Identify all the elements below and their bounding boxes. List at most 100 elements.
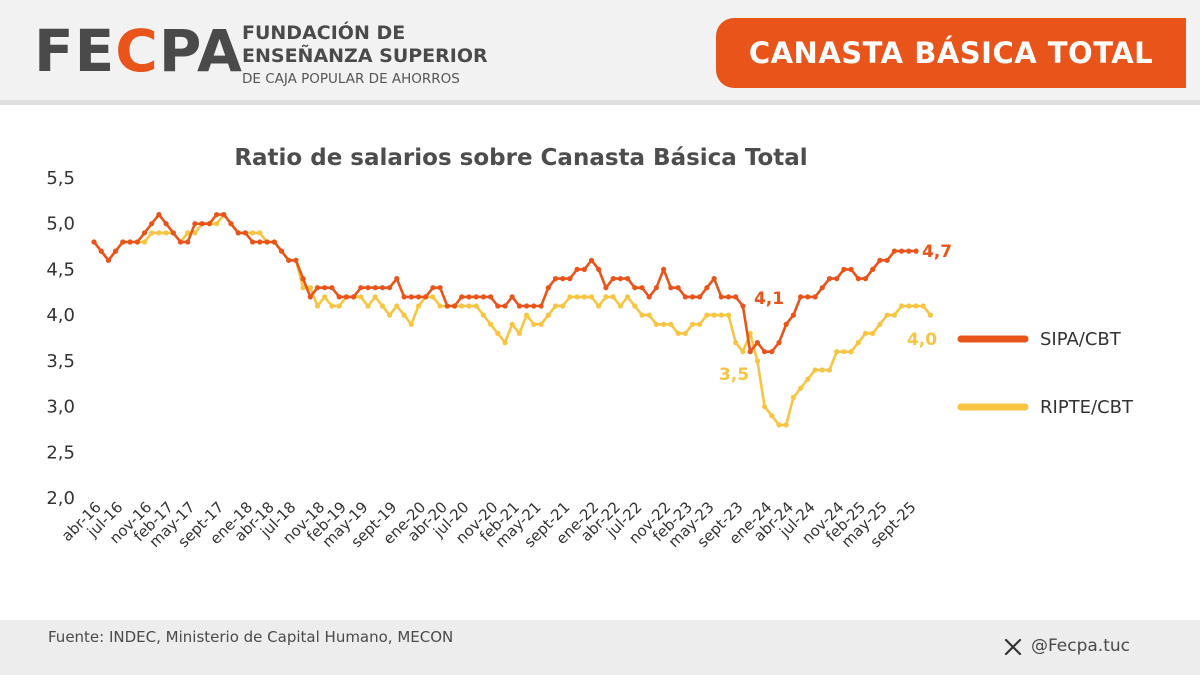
point-sipa [783,321,789,327]
legend-label-sipa: SIPA/CBT [1040,329,1122,350]
point-sipa [401,294,407,300]
point-ripte [257,230,263,236]
point-ripte [884,312,890,318]
point-ripte [747,330,753,336]
point-ripte [610,294,616,300]
point-sipa [91,239,97,245]
point-sipa [848,266,854,272]
point-sipa [235,230,241,236]
organization-name: FUNDACIÓN DE ENSEÑANZA SUPERIOR DE CAJA … [242,22,488,90]
point-sipa [336,294,342,300]
chart-title: Ratio de salarios sobre Canasta Básica T… [234,145,807,171]
point-ripte [552,303,559,309]
point-ripte [848,349,854,355]
point-sipa [906,248,912,254]
point-ripte [790,394,797,400]
point-sipa [617,276,624,282]
point-ripte [625,294,631,300]
point-sipa [163,221,169,227]
point-sipa [769,349,775,355]
point-ripte [661,321,667,327]
point-sipa [170,230,176,236]
point-sipa [242,230,248,236]
point-sipa [581,266,587,272]
point-sipa [668,285,674,291]
data-label: 4,1 [754,289,784,309]
point-sipa [812,294,818,300]
point-ripte [870,330,876,336]
point-ripte [495,330,501,336]
point-ripte [185,230,191,236]
point-ripte [826,367,833,373]
point-sipa [639,285,645,291]
y-tick-label: 3,0 [46,397,75,418]
point-ripte [192,230,198,236]
point-ripte [805,376,811,382]
point-ripte [473,303,479,309]
point-sipa [733,294,739,300]
point-sipa [228,221,234,227]
point-sipa [466,294,472,300]
point-sipa [250,239,256,245]
point-ripte [682,330,688,336]
y-tick-label: 2,5 [46,442,75,463]
point-ripte [466,303,472,309]
social-handle[interactable]: @Fecpa.tuc [1030,636,1130,656]
point-sipa [105,257,111,263]
point-sipa [307,294,313,300]
point-ripte [488,321,494,327]
point-ripte [668,321,674,327]
point-ripte [394,303,400,309]
y-tick-label: 4,5 [46,259,75,280]
point-ripte [401,312,407,318]
point-ripte [718,312,724,318]
point-ripte [689,321,696,327]
point-ripte [214,221,220,227]
point-ripte [783,422,789,428]
point-ripte [603,294,609,300]
point-ripte [430,294,436,300]
point-sipa [141,230,148,236]
point-ripte [899,303,905,309]
point-ripte [509,321,515,327]
point-sipa [711,276,717,282]
point-sipa [834,276,840,282]
point-sipa [776,340,782,346]
y-tick-label: 5,0 [46,214,75,235]
point-ripte [920,303,926,309]
point-sipa [870,266,876,272]
point-sipa [588,257,595,263]
logo-text-left: FE [34,17,116,85]
point-sipa [264,239,270,245]
org-line-1: FUNDACIÓN DE [242,22,406,44]
point-sipa [214,212,220,218]
series-line-sipa [92,213,916,353]
point-sipa [98,248,104,254]
point-ripte [560,303,566,309]
point-ripte [372,294,378,300]
series-line-ripte [92,213,932,427]
point-ripte [524,312,530,318]
point-sipa [632,285,638,291]
point-ripte [163,230,169,236]
point-ripte [531,321,537,327]
y-tick-label: 3,5 [46,351,75,372]
point-sipa [444,303,450,309]
point-sipa [646,294,652,300]
point-sipa [754,340,761,346]
point-ripte [322,294,328,300]
point-sipa [221,212,227,218]
header-divider [0,100,1200,105]
x-logo-icon[interactable] [1004,638,1022,656]
point-sipa [495,303,501,309]
point-ripte [300,285,306,291]
point-sipa [278,248,285,254]
source-note: Fuente: INDEC, Ministerio de Capital Hum… [48,628,454,646]
point-ripte [250,230,256,236]
point-sipa [574,266,580,272]
point-sipa [509,294,515,300]
point-ripte [841,349,847,355]
point-sipa [725,294,732,300]
point-sipa [718,294,724,300]
point-ripte [415,303,422,309]
